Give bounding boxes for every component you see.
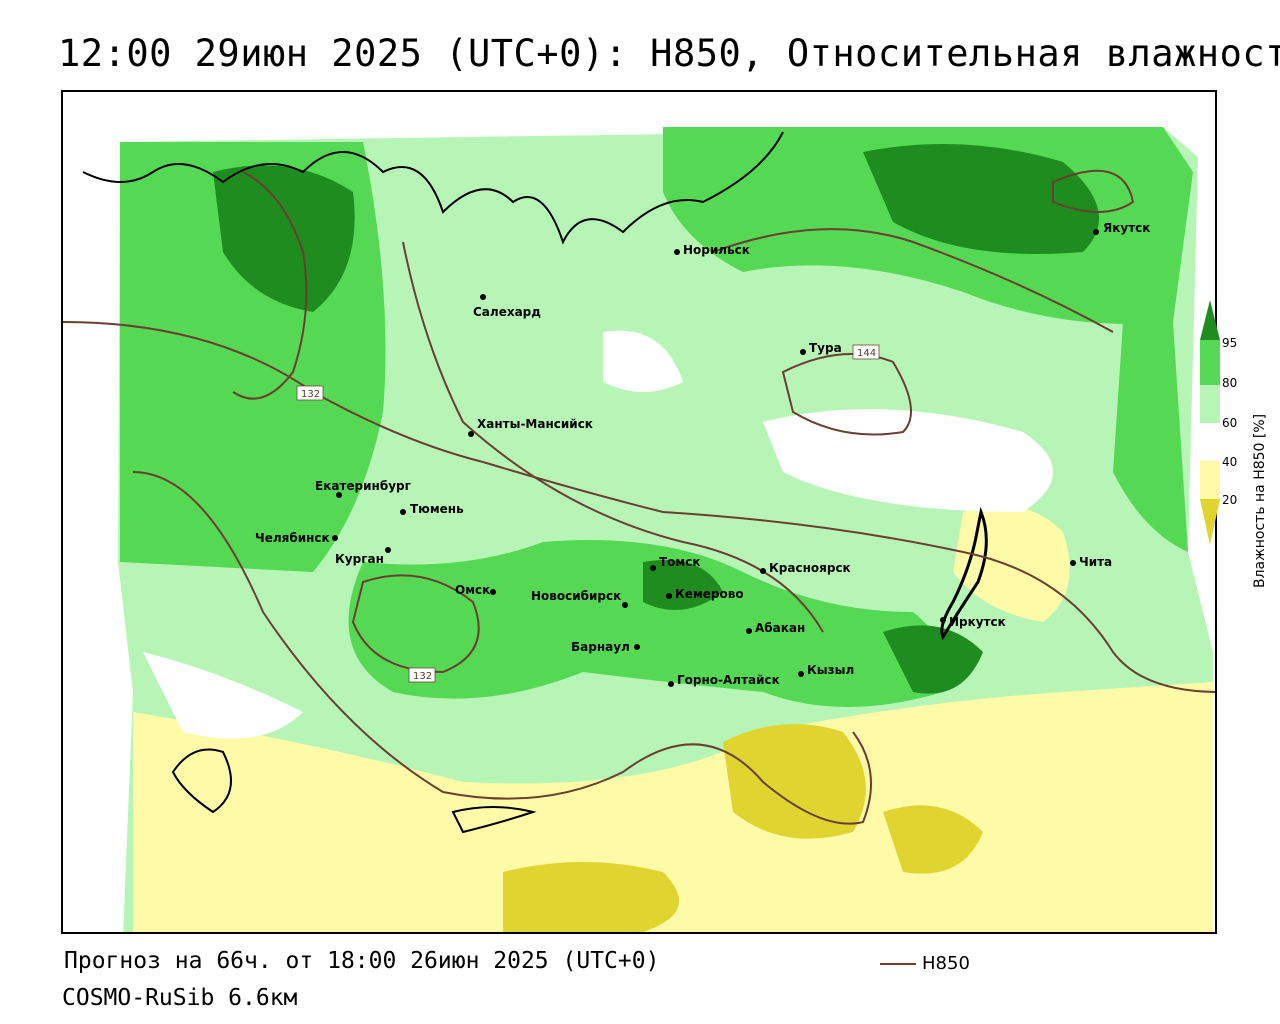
city-marker: Горно-Алтайск <box>668 673 780 687</box>
svg-text:Иркутск: Иркутск <box>949 615 1006 629</box>
colorbar-tick: 95 <box>1222 336 1238 350</box>
colorbar-tick: 60 <box>1222 416 1238 430</box>
svg-text:132: 132 <box>413 671 432 682</box>
svg-text:Ханты-Мансийск: Ханты-Мансийск <box>477 417 593 431</box>
colorbar-segment <box>1200 340 1220 385</box>
svg-text:Курган: Курган <box>335 552 384 566</box>
h850-contour <box>63 321 1215 693</box>
city-marker: Абакан <box>746 621 805 635</box>
city-marker: Екатеринбург <box>315 479 411 498</box>
colorbar-title: Влажность на H850 [%] <box>1252 413 1268 588</box>
svg-text:Тура: Тура <box>809 341 842 355</box>
city-marker: Курган <box>335 547 391 566</box>
contour-label: 132 <box>408 667 436 683</box>
wet-zone-2 <box>863 144 1099 254</box>
contour-label: 132 <box>296 385 324 401</box>
wet-zone-1 <box>213 165 355 312</box>
city-marker: Тюмень <box>400 502 464 516</box>
city-marker: Кызыл <box>798 663 854 677</box>
model-name: COSMO-RuSib 6.6км <box>62 985 298 1011</box>
contour-line-swatch <box>880 962 916 965</box>
h850-contour <box>1052 169 1135 213</box>
h850-contour <box>132 471 872 825</box>
map-title: 12:00 29июн 2025 (UTC+0): H850, Относите… <box>58 32 1280 75</box>
svg-text:Чита: Чита <box>1079 555 1112 569</box>
humid-zone-center <box>348 540 949 707</box>
svg-text:Абакан: Абакан <box>755 621 805 635</box>
coastline-caspian <box>171 748 232 814</box>
dry-zone-dark-3 <box>883 805 983 874</box>
svg-text:Томск: Томск <box>659 555 701 569</box>
moderate-zone-2 <box>143 652 303 739</box>
lake-baikal <box>940 506 988 641</box>
map-panel: 132 144 132 Якутск Норильск Салехард Тур… <box>61 90 1217 934</box>
wet-zone-3 <box>883 625 983 694</box>
h850-contour <box>781 353 912 436</box>
moderate-zone-3 <box>603 330 683 392</box>
forecast-info: Прогноз на 66ч. от 18:00 26июн 2025 (UTC… <box>64 948 660 974</box>
city-marker: Новосибирск <box>531 589 628 608</box>
svg-text:Норильск: Норильск <box>683 243 750 257</box>
dry-zone-dark-2 <box>503 862 679 932</box>
dry-zone-dark-1 <box>723 724 866 839</box>
dry-zone-east <box>953 505 1070 622</box>
svg-text:Новосибирск: Новосибирск <box>531 589 621 603</box>
h850-contour <box>232 171 308 400</box>
h850-contour <box>712 228 1114 333</box>
contour-legend: H850 <box>880 953 970 974</box>
humidity-colorbar <box>1200 300 1220 545</box>
svg-text:Кызыл: Кызыл <box>807 663 854 677</box>
wet-zone-4 <box>643 560 723 610</box>
colorbar-segment <box>1200 461 1220 499</box>
city-marker: Якутск <box>1093 221 1150 235</box>
city-marker: Челябинск <box>255 531 338 545</box>
colorbar-tick: 20 <box>1222 493 1238 507</box>
city-marker: Красноярск <box>760 561 851 575</box>
svg-text:Красноярск: Красноярск <box>769 561 851 575</box>
svg-text:Барнаул: Барнаул <box>571 640 630 654</box>
svg-text:Омск: Омск <box>455 583 490 597</box>
svg-text:Кемерово: Кемерово <box>675 587 744 601</box>
coastline-north <box>82 131 784 245</box>
humidity-map: 132 144 132 Якутск Норильск Салехард Тур… <box>63 127 1215 932</box>
city-marker: Барнаул <box>571 640 640 654</box>
moderate-zone-1 <box>763 409 1053 512</box>
colorbar-tick: 80 <box>1222 376 1238 390</box>
city-marker: Чита <box>1070 555 1112 569</box>
city-marker: Иркутск <box>940 615 1006 629</box>
city-marker: Омск <box>455 583 496 597</box>
h850-contour <box>351 574 480 674</box>
svg-text:Салехард: Салехард <box>473 305 541 319</box>
colorbar-segment <box>1200 423 1220 461</box>
city-marker: Норильск <box>674 243 750 257</box>
svg-text:Тюмень: Тюмень <box>410 502 464 516</box>
svg-text:Екатеринбург: Екатеринбург <box>315 479 411 493</box>
humid-zone-east <box>1113 322 1188 552</box>
svg-text:Якутск: Якутск <box>1103 221 1150 235</box>
city-marker: Ханты-Мансийск <box>468 417 593 437</box>
svg-text:132: 132 <box>301 389 320 400</box>
colorbar-segment <box>1200 300 1220 340</box>
colorbar-tick: 40 <box>1222 455 1238 469</box>
city-marker: Тура <box>800 341 842 355</box>
city-marker: Кемерово <box>666 587 744 601</box>
svg-text:Горно-Алтайск: Горно-Алтайск <box>677 673 780 687</box>
contour-legend-label: H850 <box>922 953 970 974</box>
contour-label: 144 <box>852 344 880 360</box>
svg-text:144: 144 <box>857 348 876 359</box>
lake-balkhash <box>451 806 537 834</box>
colorbar-segment <box>1200 499 1220 545</box>
city-marker: Салехард <box>473 294 541 319</box>
svg-text:Челябинск: Челябинск <box>255 531 330 545</box>
colorbar-segment <box>1200 385 1220 423</box>
city-marker: Томск <box>650 555 701 571</box>
